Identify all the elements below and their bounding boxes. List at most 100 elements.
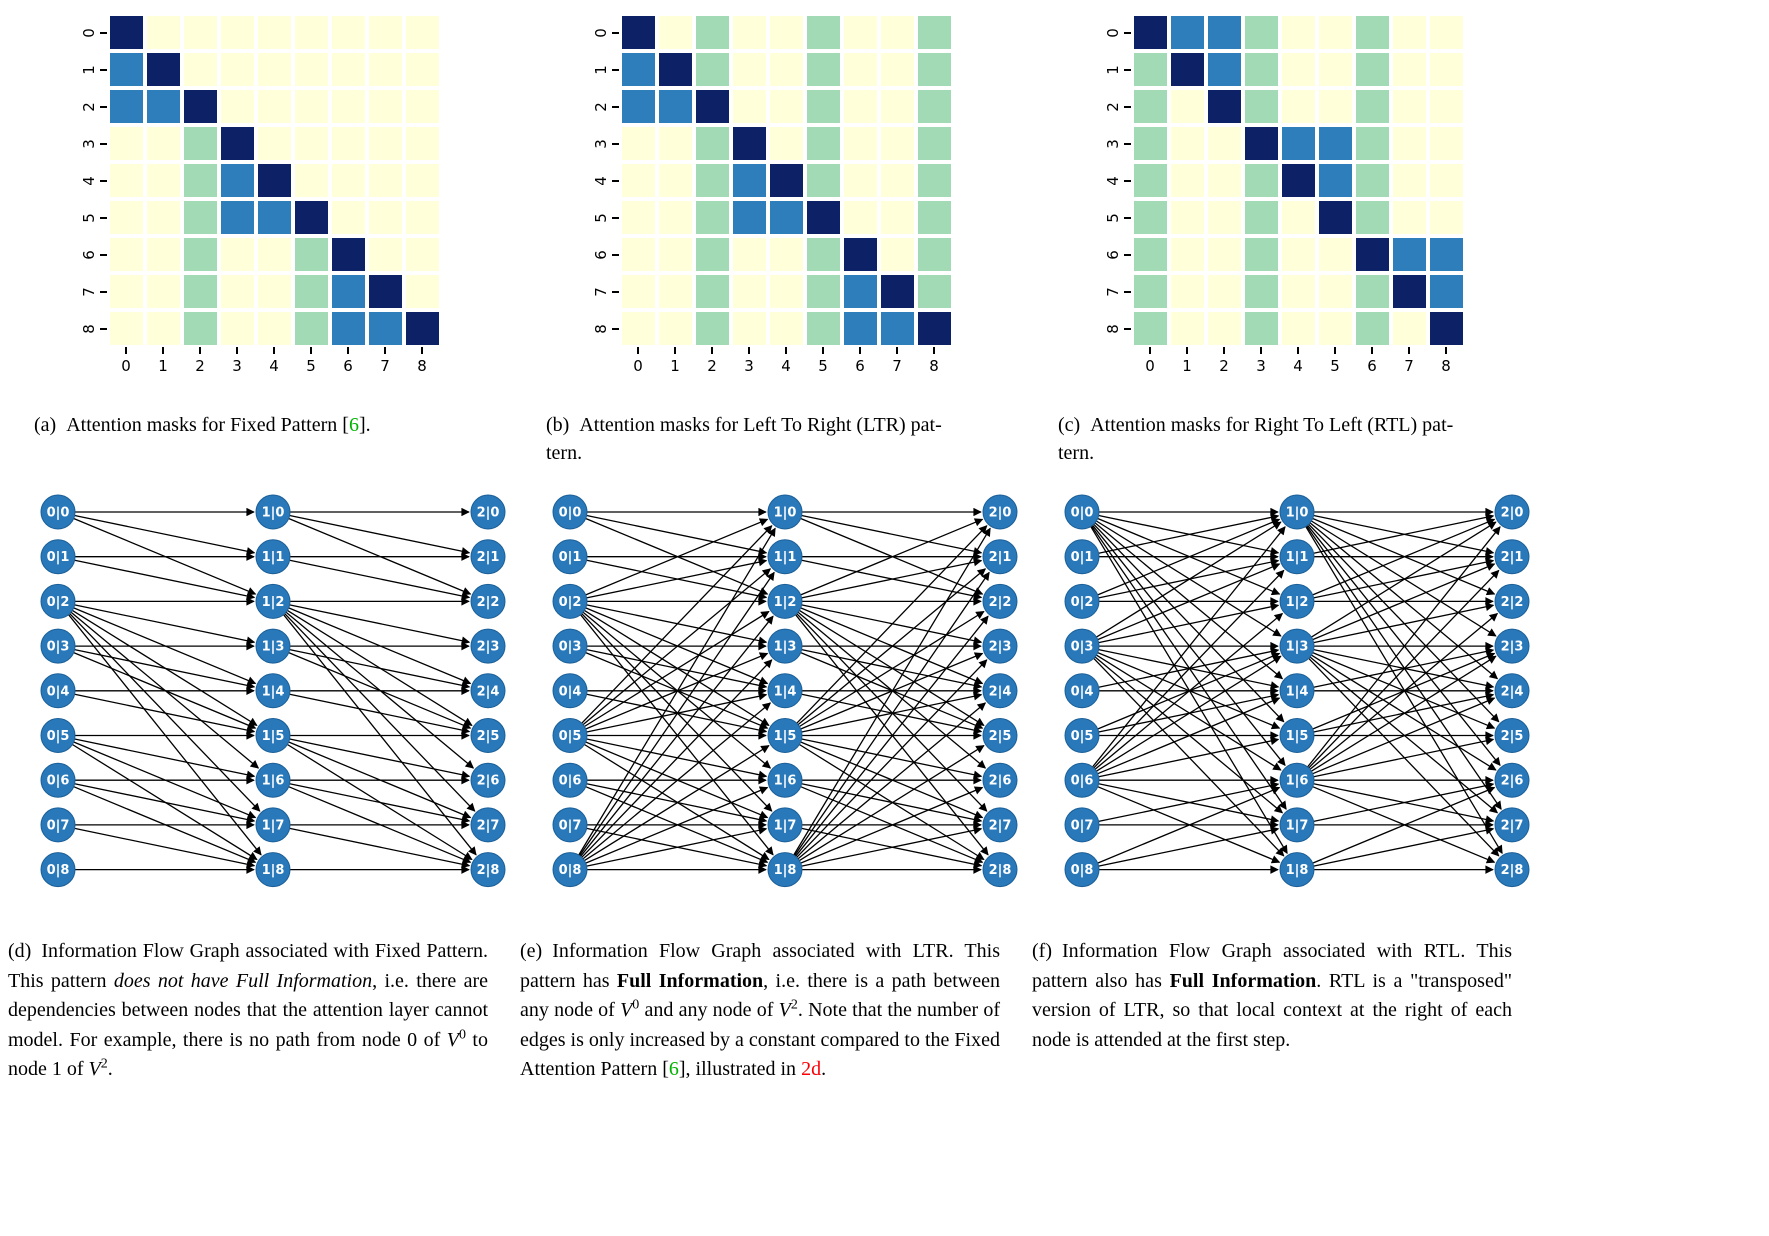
graph-node-fixed-v0-4 [40,673,76,709]
mask-cell-rtl-2-5 [1318,90,1352,123]
y-tick-label: 5 [79,212,98,223]
graph-node-ltr-v2-8 [982,852,1018,888]
mask-cell-fixed-7-0 [109,275,143,308]
edge-fixed-v1n0-v2n2 [288,517,472,596]
mask-cell-fixed-3-2 [183,127,217,160]
caption-run: Full Information [1169,969,1317,992]
edge-ltr-v0n2-v1n7 [581,613,773,812]
graph-node-label: 2|2 [477,595,500,610]
x-tick-label: 3 [1256,357,1266,375]
edge-rtl-v1n0-v2n5 [1308,523,1500,723]
graph-node-label: 0|7 [559,818,582,833]
mask-cell-ltr-2-6 [843,90,877,123]
mask-cell-ltr-1-4 [769,53,803,86]
caption-run: ], illustrated in [678,1058,802,1080]
graph-node-label: 2|3 [1501,640,1524,655]
mask-cell-ltr-6-8 [917,238,951,271]
mask-cell-rtl-0-2 [1207,16,1241,49]
y-tick-8: 8 [1104,312,1131,345]
caption-reference-link[interactable]: 2d [801,1058,822,1080]
edge-fixed-v0n1-v1n2 [74,559,256,601]
mask-cell-rtl-3-3 [1244,127,1278,160]
mask-cell-ltr-5-5 [806,201,840,234]
edge-ltr-v0n5-v1n6 [586,738,768,779]
edge-ltr-v1n8-v2n2 [795,615,989,857]
mask-cell-rtl-0-1 [1170,16,1204,49]
graph-node-label: 0|3 [47,640,70,655]
mask-cell-fixed-6-1 [146,238,180,271]
graph-node-label: 0|7 [1071,818,1094,833]
edge-ltr-v0n5-v1n7 [585,741,769,819]
y-tick-mark [99,105,107,108]
graph-node-label: 0|5 [47,729,70,744]
mask-cell-ltr-1-0 [621,53,655,86]
mask-cell-fixed-0-5 [294,16,328,49]
edge-rtl-v0n3-v1n2 [1098,602,1280,644]
y-tick-4: 4 [1104,164,1131,197]
graph-node-fixed-v0-6 [40,762,76,798]
x-tick-label: 6 [343,357,353,375]
x-axis-ltr: 0 1 2 3 4 5 6 7 8 [622,347,951,375]
graph-node-fixed-v2-5 [470,718,506,753]
mask-cell-rtl-4-8 [1429,164,1463,197]
edge-rtl-v0n3-v1n6 [1096,654,1282,771]
x-tick-6: 6 [332,347,365,375]
mask-cell-ltr-6-3 [732,238,766,271]
caption-run: V [446,1028,459,1051]
mask-cell-ltr-3-7 [880,127,914,160]
mask-cell-fixed-7-7 [368,275,402,308]
caption-reference-link[interactable]: 6 [668,1058,679,1080]
mask-cell-rtl-7-6 [1355,275,1389,308]
mask-cell-rtl-2-8 [1429,90,1463,123]
mask-cell-rtl-3-7 [1392,127,1426,160]
y-tick-6: 6 [1104,238,1131,271]
graph-node-rtl-v2-2 [1494,583,1530,619]
panel-b: 0 1 2 3 4 5 6 7 8 0 1 2 3 4 5 6 7 8 (b) Attention masks f… [520,10,1022,467]
mask-cell-rtl-3-6 [1355,127,1389,160]
mask-cell-ltr-1-1 [658,53,692,86]
mask-cell-fixed-0-7 [368,16,402,49]
graph-node-fixed-v1-6 [255,762,291,798]
caption-c: (c) Attention masks for Right To Left (RT… [1058,411,1524,467]
mask-cell-fixed-0-1 [146,16,180,49]
y-tick-7: 7 [80,275,107,308]
x-tick-label: 7 [1404,357,1414,375]
y-tick-5: 5 [592,201,619,234]
mask-cell-ltr-0-6 [843,16,877,49]
graph-node-label: 2|4 [477,684,500,699]
graph-node-label: 1|3 [774,640,797,655]
mask-cell-ltr-4-1 [658,164,692,197]
mask-cell-rtl-7-5 [1318,275,1352,308]
mask-cell-fixed-7-5 [294,275,328,308]
edge-rtl-v1n3-v2n6 [1311,654,1497,771]
mask-plot-ltr: 0 1 2 3 4 5 6 7 8 0 1 2 3 4 5 6 7 8 [520,10,1022,375]
graph-node-label: 1|5 [774,729,797,744]
graph-node-rtl-v2-0 [1494,494,1530,530]
caption-run: (f) [1032,940,1052,962]
edge-fixed-v1n2-v2n3 [289,604,471,645]
caption-a: (a) Attention masks for Fixed Pattern [6]… [34,411,500,439]
y-tick-label: 5 [591,212,610,223]
y-tick-label: 1 [79,64,98,75]
edge-fixed-v0n2-v1n8 [68,614,262,856]
y-tick-6: 6 [592,238,619,271]
graph-node-rtl-v2-3 [1494,628,1530,664]
y-tick-mark [611,31,619,34]
mask-cell-ltr-2-4 [769,90,803,123]
x-tick-mark [199,347,201,354]
mask-cell-rtl-1-0 [1133,53,1167,86]
x-tick-mark [421,347,423,354]
graph-node-label: 0|3 [559,640,582,655]
mask-cell-fixed-2-5 [294,90,328,123]
graph-node-label: 0|0 [559,506,582,521]
y-tick-6: 6 [80,238,107,271]
edge-ltr-v0n2-v1n5 [584,609,770,726]
x-tick-label: 8 [1441,357,1451,375]
mask-cell-fixed-5-3 [220,201,254,234]
edge-ltr-v0n2-v1n8 [580,614,774,856]
caption-reference-link[interactable]: 6 [348,414,359,436]
mask-cell-fixed-2-1 [146,90,180,123]
x-tick-mark [896,347,898,354]
caption-run: , i.e. there is a path between any node … [520,969,1001,1022]
mask-cell-rtl-2-6 [1355,90,1389,123]
